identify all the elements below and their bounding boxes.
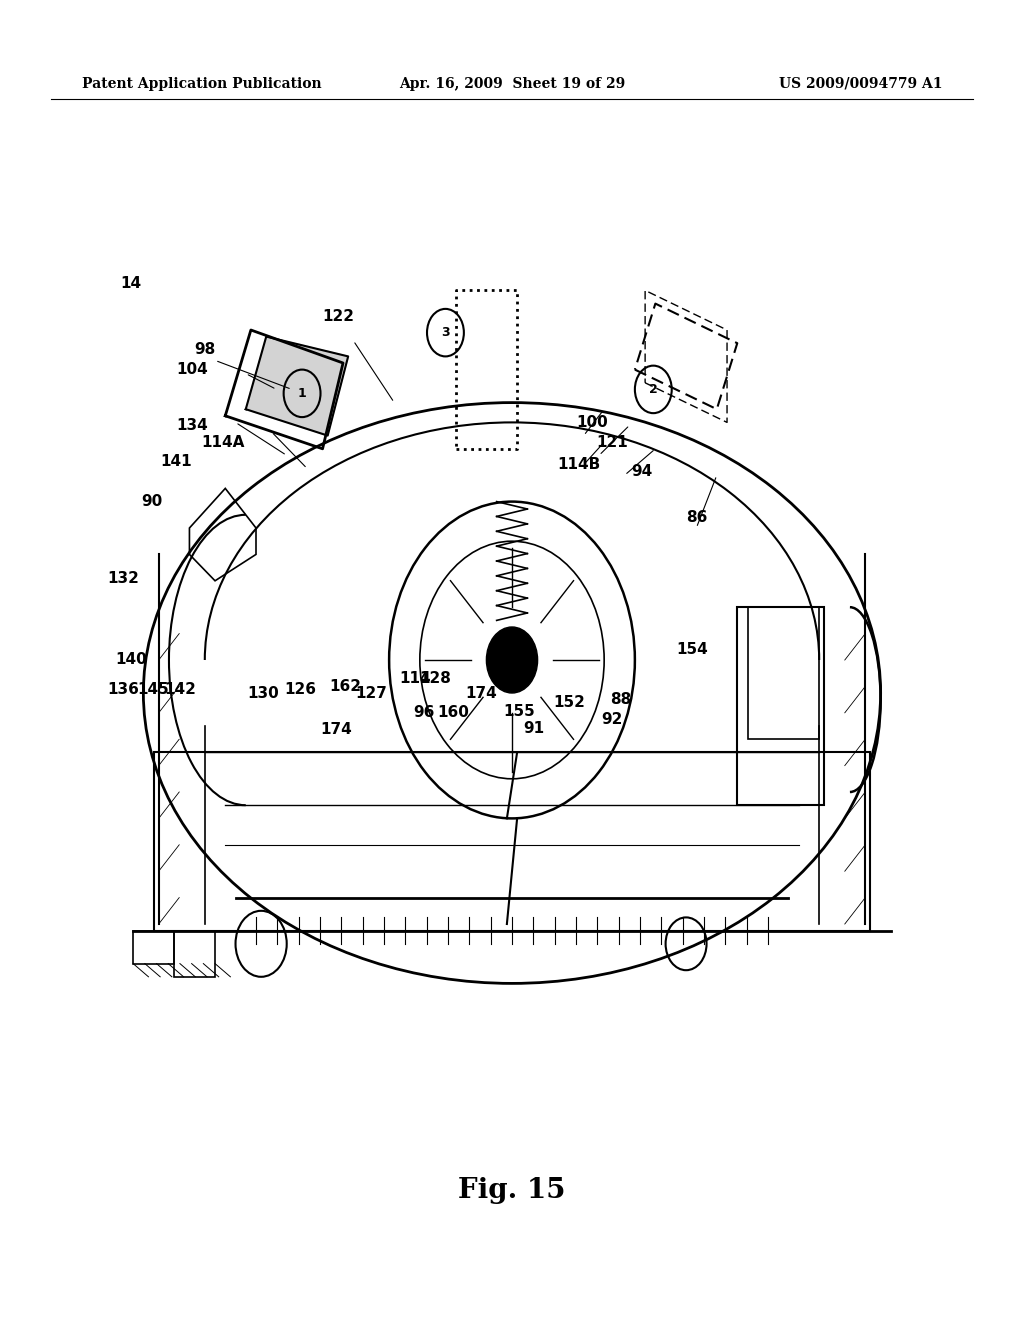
Text: 152: 152 [553, 694, 586, 710]
Text: 98: 98 [195, 342, 215, 358]
Text: 86: 86 [686, 510, 707, 525]
Text: 2: 2 [649, 383, 657, 396]
Text: 96: 96 [414, 705, 434, 721]
Text: 174: 174 [465, 685, 498, 701]
Text: 126: 126 [284, 681, 316, 697]
Text: 3: 3 [441, 326, 450, 339]
Text: 104: 104 [176, 362, 209, 378]
Text: 160: 160 [437, 705, 470, 721]
Text: 127: 127 [355, 685, 388, 701]
Text: 14: 14 [121, 276, 141, 292]
Text: 1: 1 [298, 387, 306, 400]
Text: 91: 91 [523, 721, 544, 737]
Text: 140: 140 [115, 652, 147, 668]
Polygon shape [246, 337, 348, 436]
Text: 174: 174 [319, 722, 352, 738]
Text: 134: 134 [176, 417, 209, 433]
Text: 122: 122 [322, 309, 354, 325]
Text: Apr. 16, 2009  Sheet 19 of 29: Apr. 16, 2009 Sheet 19 of 29 [399, 77, 625, 91]
Text: Fig. 15: Fig. 15 [459, 1177, 565, 1204]
Text: 132: 132 [106, 570, 139, 586]
Text: 114A: 114A [202, 434, 245, 450]
Text: 141: 141 [161, 454, 191, 470]
Text: Patent Application Publication: Patent Application Publication [82, 77, 322, 91]
Text: 130: 130 [247, 685, 280, 701]
Text: 92: 92 [602, 711, 623, 727]
Text: 162: 162 [329, 678, 361, 694]
Text: 121: 121 [596, 434, 629, 450]
Text: 154: 154 [676, 642, 709, 657]
Text: 145: 145 [137, 681, 170, 697]
Text: 155: 155 [503, 704, 536, 719]
Text: 114: 114 [399, 671, 430, 686]
Circle shape [486, 627, 538, 693]
Text: 88: 88 [610, 692, 631, 708]
Text: US 2009/0094779 A1: US 2009/0094779 A1 [778, 77, 942, 91]
Text: 114B: 114B [557, 457, 600, 473]
Text: 94: 94 [632, 463, 652, 479]
Text: 128: 128 [419, 671, 452, 686]
Text: 100: 100 [575, 414, 608, 430]
Text: 142: 142 [164, 681, 197, 697]
Text: 136: 136 [106, 681, 139, 697]
Text: 90: 90 [141, 494, 162, 510]
